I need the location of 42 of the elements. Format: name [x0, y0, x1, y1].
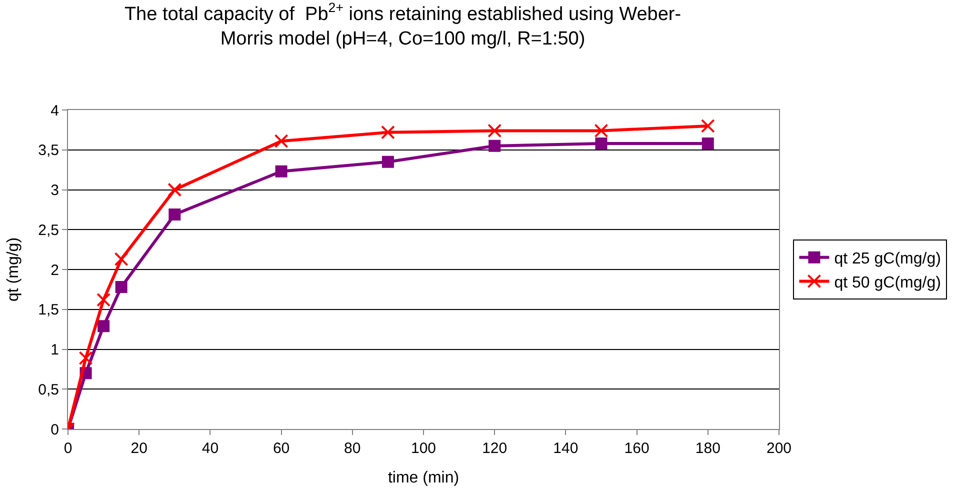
point	[114, 252, 128, 266]
x-tick-label: 160	[624, 440, 650, 457]
point	[168, 182, 182, 197]
point	[274, 134, 288, 148]
point	[595, 138, 608, 150]
point	[702, 138, 714, 150]
y-tick-label: 0	[50, 421, 59, 438]
y-tick-label: 2,5	[38, 222, 59, 239]
point	[380, 125, 395, 140]
x-tick-label: 0	[64, 440, 72, 457]
y-tick-label: 3,5	[38, 142, 59, 160]
point	[594, 124, 608, 138]
y-axis-title: qt (mg/g)	[5, 237, 22, 302]
legend-label: qt 25 gC(mg/g)	[834, 250, 941, 268]
point	[96, 292, 111, 307]
y-tick-label: 1,5	[38, 302, 59, 319]
x-tick-label: 60	[272, 440, 290, 457]
x-tick-label: 40	[202, 440, 219, 457]
chart-title: The total capacity of Pb$^{2+}$ ions retaining established using Weber- Morris model (pH=4, Co=100 mg/l, R=1:50)	[124, 0, 682, 50]
x-tick-label: 140	[553, 440, 578, 457]
x-axis-title: time (min)	[388, 470, 460, 487]
point	[488, 140, 501, 152]
y-tick-label: 1	[50, 342, 59, 358]
point	[488, 124, 502, 138]
y-tick-label: 4	[50, 102, 59, 120]
point	[98, 320, 110, 332]
legend-label: qt 50 gC(mg/g)	[834, 274, 941, 292]
x-tick-label: 120	[482, 440, 508, 457]
point	[115, 281, 128, 294]
y-tick-label: 2	[50, 262, 59, 279]
y-tick-label: 3	[50, 182, 59, 199]
x-tick-label: 200	[766, 440, 792, 457]
point	[168, 208, 181, 220]
x-tick-label: 20	[130, 440, 148, 457]
point	[700, 118, 715, 133]
x-tick-label: 100	[410, 440, 436, 457]
point	[382, 156, 394, 168]
x-tick-label: 80	[344, 440, 361, 457]
y-tick-label: 0,5	[38, 381, 59, 398]
x-tick-label: 180	[695, 440, 720, 457]
point	[275, 165, 288, 178]
point	[78, 351, 93, 366]
